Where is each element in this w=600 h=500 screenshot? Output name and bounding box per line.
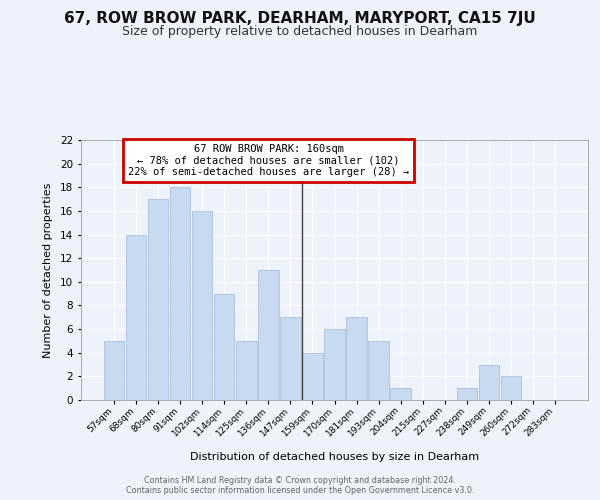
Bar (500, 376, 521, 400)
Bar (280, 318, 301, 400)
Text: Size of property relative to detached houses in Dearham: Size of property relative to detached ho… (122, 25, 478, 38)
Bar (192, 211, 212, 400)
Bar (126, 234, 146, 400)
X-axis label: Distribution of detached houses by size in Dearham: Distribution of detached houses by size … (190, 452, 479, 462)
Bar (214, 294, 235, 400)
Bar (258, 270, 278, 400)
Bar (236, 341, 257, 400)
Bar (346, 318, 367, 400)
Bar (391, 388, 411, 400)
Bar (325, 329, 344, 400)
Bar (368, 341, 389, 400)
Bar (170, 188, 190, 400)
Text: 67, ROW BROW PARK, DEARHAM, MARYPORT, CA15 7JU: 67, ROW BROW PARK, DEARHAM, MARYPORT, CA… (64, 11, 536, 26)
Y-axis label: Number of detached properties: Number of detached properties (43, 182, 53, 358)
Bar (104, 341, 124, 400)
Text: 67 ROW BROW PARK: 160sqm
← 78% of detached houses are smaller (102)
22% of semi-: 67 ROW BROW PARK: 160sqm ← 78% of detach… (128, 144, 409, 177)
Bar (479, 364, 499, 400)
Bar (302, 352, 323, 400)
Bar (148, 199, 169, 400)
Text: Contains HM Land Registry data © Crown copyright and database right 2024.
Contai: Contains HM Land Registry data © Crown c… (126, 476, 474, 495)
Bar (457, 388, 477, 400)
